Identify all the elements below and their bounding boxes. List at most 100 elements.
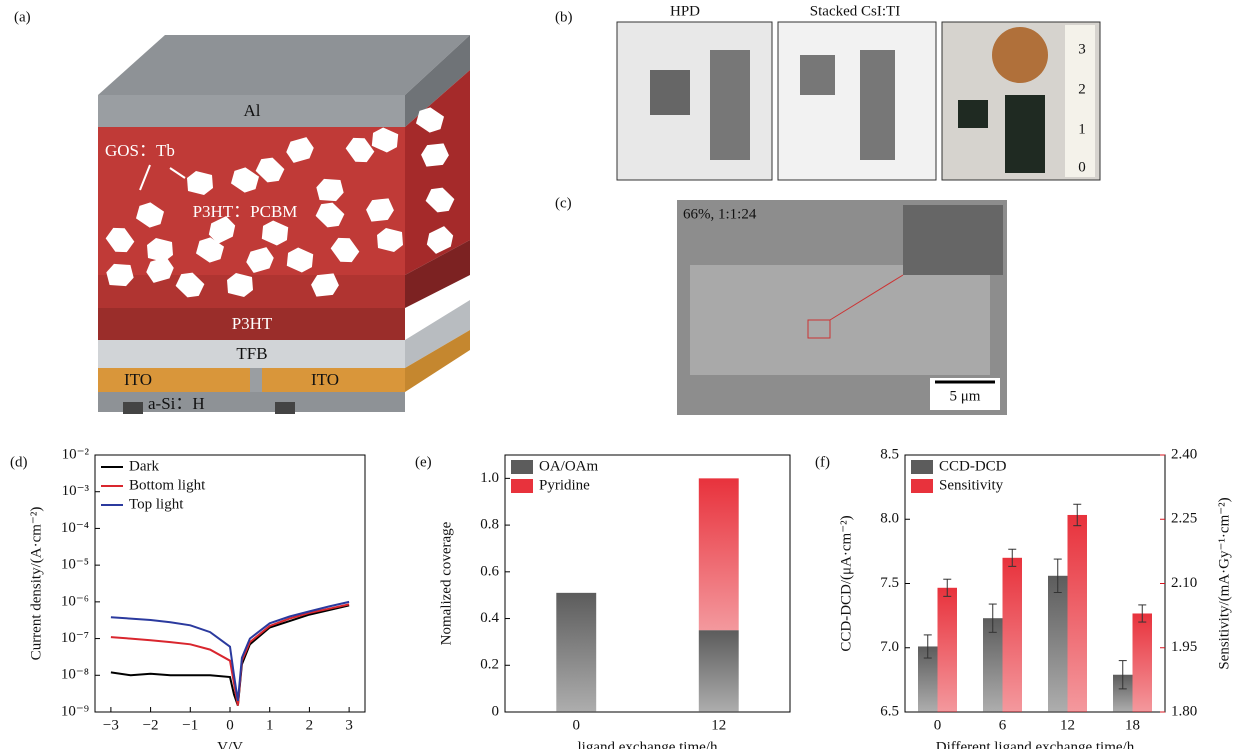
bar xyxy=(1003,558,1023,712)
chip xyxy=(650,70,690,115)
x-axis-title: V/V xyxy=(217,739,243,749)
sem-inset xyxy=(903,205,1003,275)
panel-label: (b) xyxy=(555,9,573,25)
legend-label: Sensitivity xyxy=(939,477,1004,493)
bar xyxy=(1048,576,1068,712)
y2-tick-label: 1.95 xyxy=(1171,639,1197,655)
line xyxy=(111,602,349,701)
y-tick-label: 10⁻⁴ xyxy=(61,520,89,536)
figure: (a) Al GOS：Tb P3HT：PCBM P3HT TFB ITO ITO… xyxy=(0,0,1259,749)
layer-label: P3HT xyxy=(232,314,273,333)
chip xyxy=(860,50,895,160)
y-tick-label: 10⁻⁸ xyxy=(61,667,89,683)
x-tick-label: 12 xyxy=(1060,717,1075,733)
legend-swatch xyxy=(511,479,533,493)
y-tick-label: 6.5 xyxy=(880,703,899,719)
scale-bar-label: 5 μm xyxy=(950,388,981,404)
y-tick-label: 0.2 xyxy=(480,657,499,673)
device-diagram: (a) Al GOS：Tb P3HT：PCBM P3HT TFB ITO ITO… xyxy=(14,9,470,414)
layer-label: Al xyxy=(244,101,261,120)
legend-swatch xyxy=(911,460,933,474)
chip xyxy=(710,50,750,160)
ruler-label: 3 xyxy=(1078,41,1086,57)
caption: Stacked CsI:TI xyxy=(810,3,900,19)
x-tick-label: 12 xyxy=(711,717,726,733)
y-tick-label: 10⁻⁷ xyxy=(61,630,89,646)
sem-film xyxy=(690,265,990,375)
bar xyxy=(699,630,739,712)
chip xyxy=(800,55,835,95)
tft xyxy=(275,402,295,414)
legend-label: Dark xyxy=(129,458,159,474)
layer-label: GOS：Tb xyxy=(105,141,175,160)
y-axis-title: CCD-DCD/(μA·cm⁻²) xyxy=(838,515,854,651)
y-tick-label: 7.0 xyxy=(880,639,899,655)
x-tick-label: 2 xyxy=(306,717,314,733)
y-tick-label: 10⁻⁹ xyxy=(61,703,89,719)
y-tick-label: 10⁻⁶ xyxy=(61,593,89,609)
panel-label: (a) xyxy=(14,9,31,25)
coin xyxy=(992,27,1048,83)
panel-label: (c) xyxy=(555,195,572,211)
x-tick-label: 0 xyxy=(934,717,942,733)
plot-frame xyxy=(505,455,790,712)
x-axis-title: ligand exchange time/h xyxy=(578,739,718,749)
bar xyxy=(938,588,958,712)
x-tick-label: −1 xyxy=(182,717,198,733)
y-tick-label: 0 xyxy=(492,703,500,719)
ito-gap xyxy=(250,368,262,392)
caption: HPD xyxy=(670,3,700,19)
y-tick-label: 0.4 xyxy=(480,610,499,626)
ruler-label: 2 xyxy=(1078,81,1086,97)
legend-label: Pyridine xyxy=(539,477,590,493)
chip xyxy=(958,100,988,128)
x-tick-label: −2 xyxy=(143,717,159,733)
legend-label: CCD-DCD xyxy=(939,458,1007,474)
layer-label: ITO xyxy=(311,370,339,389)
panel-label: (f) xyxy=(815,454,830,470)
x-tick-label: 0 xyxy=(573,717,581,733)
y2-axis-title: Sensitivity/(mA·Gy⁻¹·cm⁻²) xyxy=(1216,497,1232,669)
x-axis-title: Different ligand exchange time/h xyxy=(936,739,1135,749)
x-tick-label: 1 xyxy=(266,717,274,733)
y-tick-label: 0.8 xyxy=(480,517,499,533)
x-tick-label: 6 xyxy=(999,717,1007,733)
legend-label: Top light xyxy=(129,496,184,512)
ruler-label: 1 xyxy=(1078,121,1086,137)
x-tick-label: 0 xyxy=(226,717,234,733)
tft xyxy=(123,402,143,414)
x-tick-label: 18 xyxy=(1125,717,1140,733)
substrate xyxy=(98,392,405,412)
xray-image xyxy=(778,22,936,180)
y-tick-label: 7.5 xyxy=(880,575,899,591)
plot-frame xyxy=(95,455,365,712)
layer-label: P3HT：PCBM xyxy=(193,202,298,221)
caption: 66%, 1:1:24 xyxy=(683,206,757,222)
legend-swatch xyxy=(911,479,933,493)
bar xyxy=(1133,613,1153,712)
y-tick-label: 0.6 xyxy=(480,563,499,579)
legend-swatch xyxy=(511,460,533,474)
layer-label: ITO xyxy=(124,370,152,389)
panel-label: (d) xyxy=(10,454,28,470)
layer-label: TFB xyxy=(236,344,267,363)
y2-tick-label: 2.40 xyxy=(1171,446,1197,462)
x-tick-label: −3 xyxy=(103,717,119,733)
y-tick-label: 8.5 xyxy=(880,446,899,462)
bar xyxy=(556,593,596,712)
y2-tick-label: 1.80 xyxy=(1171,703,1197,719)
y-tick-label: 10⁻² xyxy=(62,446,90,462)
bar xyxy=(1068,515,1088,712)
photo-panel: (b) HPD Stacked CsI:TI 3 2 1 0 xyxy=(555,3,1100,180)
panel-label: (e) xyxy=(415,454,432,470)
y2-tick-label: 2.10 xyxy=(1171,575,1197,591)
y-tick-label: 8.0 xyxy=(880,511,899,527)
legend-label: OA/OAm xyxy=(539,458,598,474)
sem-panel: (c) 66%, 1:1:24 5 μm xyxy=(555,195,1007,415)
chip xyxy=(1005,95,1045,173)
y-tick-label: 10⁻³ xyxy=(62,483,90,499)
al-top xyxy=(98,35,470,95)
y-tick-label: 10⁻⁵ xyxy=(61,557,89,573)
y-axis-title: Current density/(A·cm⁻²) xyxy=(28,507,44,661)
legend-label: Bottom light xyxy=(129,477,206,493)
